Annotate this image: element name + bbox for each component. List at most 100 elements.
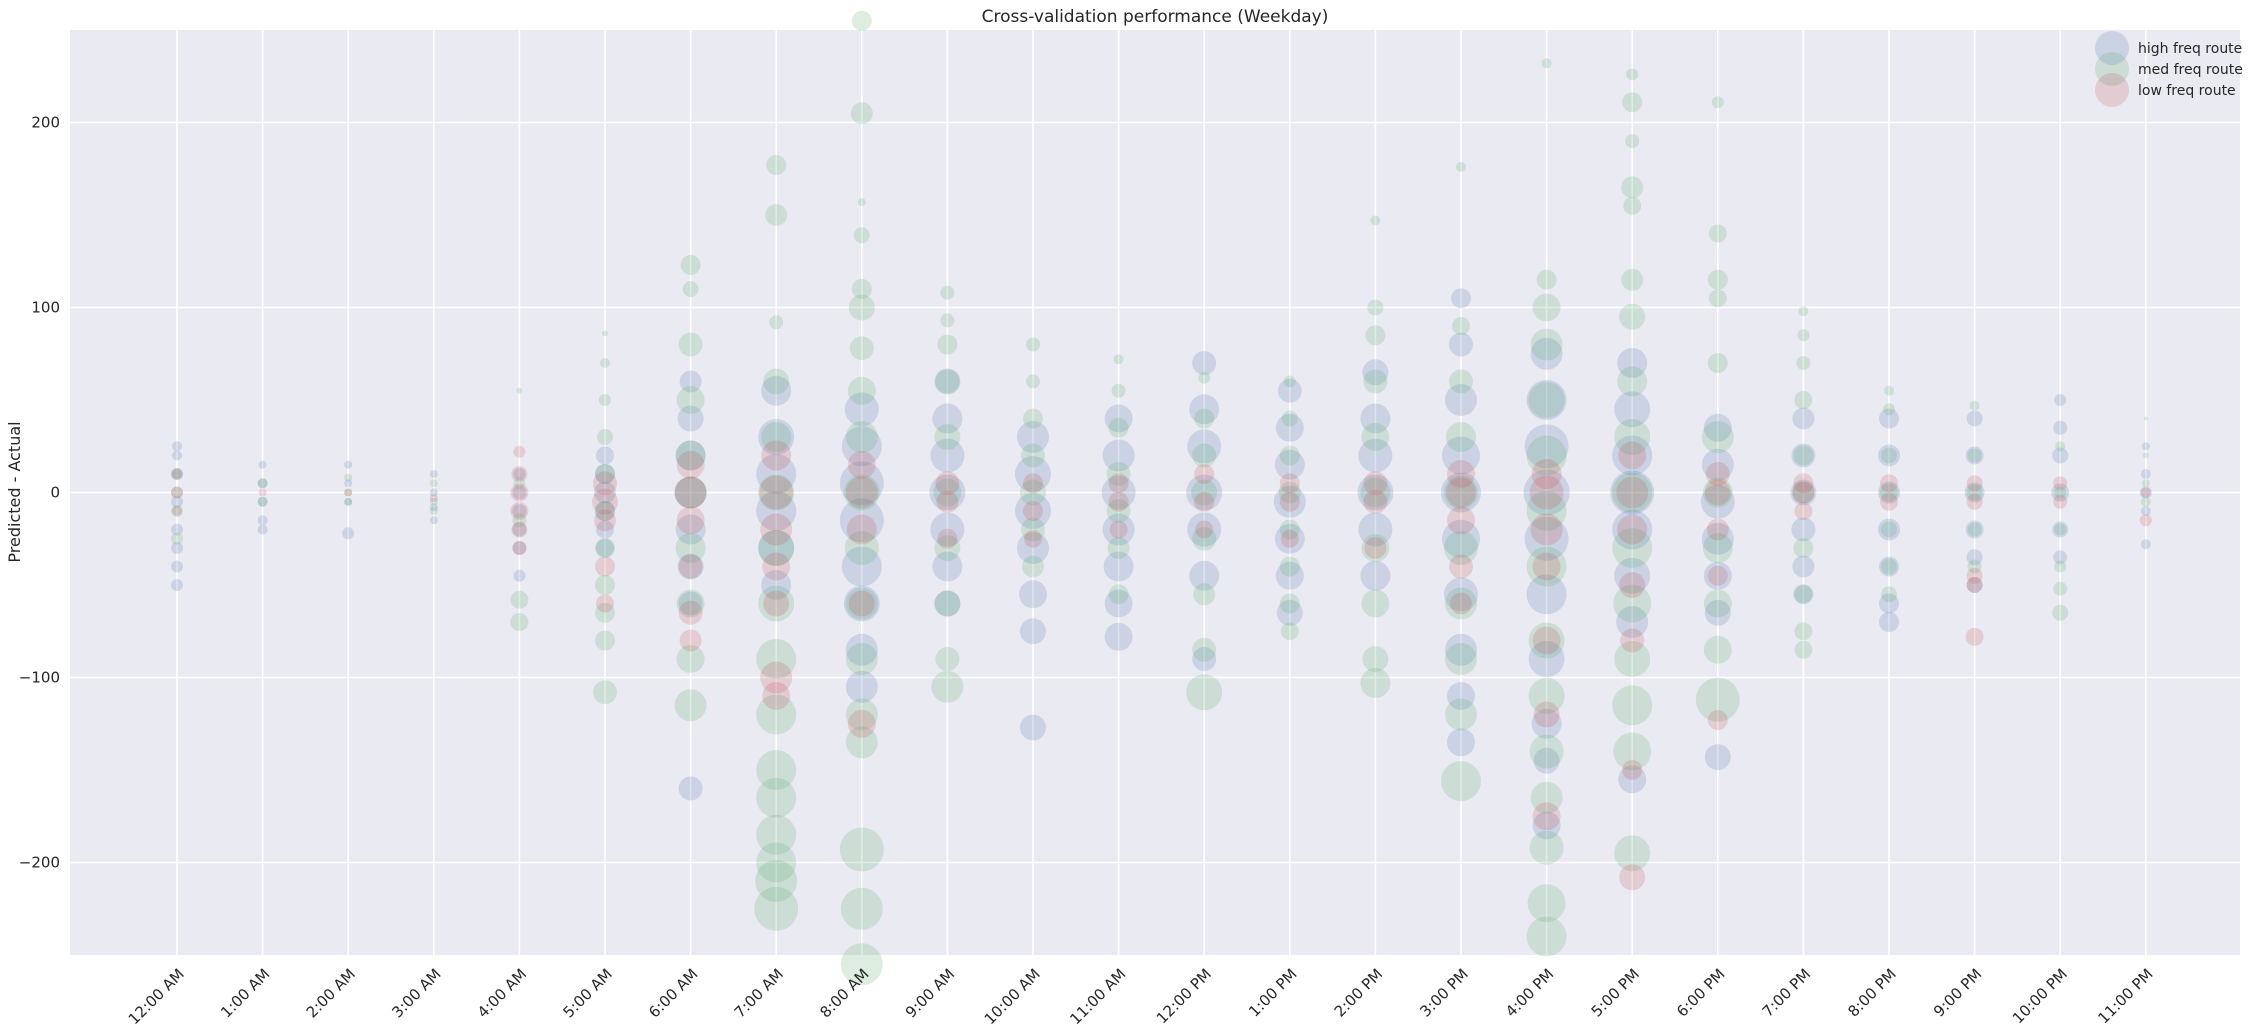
data-point: [843, 474, 880, 511]
data-point: [1703, 635, 1732, 664]
data-point: [761, 570, 792, 600]
data-point: [513, 445, 526, 458]
data-point: [1108, 491, 1129, 512]
data-point: [674, 476, 707, 509]
data-point: [1283, 375, 1296, 388]
data-point: [1445, 384, 1477, 416]
data-point: [1194, 408, 1215, 429]
legend-marker: [2095, 31, 2129, 65]
data-point: [2141, 442, 2150, 451]
data-point: [172, 450, 182, 461]
data-point: [595, 501, 615, 521]
data-point: [1280, 529, 1299, 548]
data-point: [594, 481, 616, 504]
chart-title: Cross-validation performance (Weekday): [982, 7, 1329, 27]
data-point: [930, 438, 965, 473]
legend-marker: [2095, 52, 2129, 86]
data-point: [1102, 439, 1135, 472]
data-point: [1704, 744, 1731, 771]
data-point: [1273, 485, 1306, 518]
data-point: [1198, 371, 1211, 384]
data-point: [1703, 561, 1732, 590]
data-point: [1279, 593, 1300, 614]
legend-label: low freq route: [2138, 83, 2236, 99]
data-point: [1020, 714, 1046, 741]
data-point: [845, 670, 878, 703]
data-point: [676, 450, 705, 479]
data-point: [2052, 521, 2069, 538]
data-point: [1965, 627, 1984, 646]
data-point: [1618, 441, 1647, 470]
data-point: [1528, 678, 1565, 714]
data-point: [2141, 479, 2150, 488]
data-point: [1278, 481, 1301, 504]
data-point: [1441, 472, 1481, 513]
data-point: [1798, 306, 1809, 317]
data-point: [844, 392, 879, 427]
data-point: [1442, 436, 1480, 475]
data-point: [1792, 555, 1815, 578]
data-point: [1189, 394, 1220, 425]
data-point: [1531, 708, 1562, 739]
data-point: [1187, 512, 1222, 547]
data-point: [1108, 473, 1129, 494]
data-point: [1966, 493, 1983, 510]
data-point: [850, 102, 873, 125]
data-point: [1108, 584, 1129, 605]
data-point: [1704, 599, 1731, 626]
data-point: [676, 506, 705, 535]
data-point: [429, 494, 438, 503]
data-point: [1966, 549, 1983, 566]
data-point: [1021, 517, 1045, 542]
y-axis-title: Predicted - Actual: [5, 421, 24, 562]
data-point: [934, 535, 961, 561]
data-point: [675, 533, 706, 563]
data-point: [1707, 710, 1728, 730]
data-point: [429, 507, 438, 515]
data-point: [1445, 643, 1477, 675]
data-point: [1363, 489, 1388, 514]
data-point: [1194, 464, 1215, 484]
data-point: [2139, 486, 2152, 499]
data-point: [1619, 572, 1646, 598]
data-point: [2140, 487, 2151, 498]
data-point: [1192, 647, 1217, 671]
data-point: [847, 709, 876, 738]
data-point: [1015, 493, 1051, 529]
data-point: [675, 440, 706, 471]
data-point: [1532, 811, 1561, 840]
data-point: [258, 488, 267, 497]
data-point: [932, 403, 963, 434]
data-point: [1274, 449, 1305, 480]
data-point: [595, 630, 615, 651]
data-point: [769, 315, 784, 330]
data-point: [2052, 447, 2069, 464]
data-point: [760, 661, 793, 694]
data-point: [516, 387, 523, 394]
data-point: [1966, 577, 1983, 593]
data-point: [1526, 546, 1567, 587]
data-point: [763, 590, 790, 617]
data-point: [429, 497, 438, 506]
data-point: [1793, 584, 1814, 605]
data-point: [845, 476, 878, 509]
data-point: [680, 255, 701, 275]
data-point: [1360, 477, 1391, 508]
data-point: [595, 501, 615, 521]
data-point: [845, 643, 878, 675]
data-point: [1111, 383, 1126, 398]
data-point: [1445, 633, 1477, 666]
data-point: [937, 334, 958, 355]
data-point: [1101, 475, 1136, 510]
data-point: [1367, 299, 1384, 316]
data-point: [1441, 761, 1481, 802]
data-point: [2053, 420, 2068, 435]
data-point: [429, 479, 438, 488]
data-point: [1104, 589, 1133, 618]
data-point: [512, 513, 527, 528]
data-point: [758, 585, 795, 622]
data-point: [1530, 328, 1563, 361]
data-point: [599, 394, 611, 406]
data-point: [171, 495, 183, 508]
data-point: [1456, 161, 1466, 172]
